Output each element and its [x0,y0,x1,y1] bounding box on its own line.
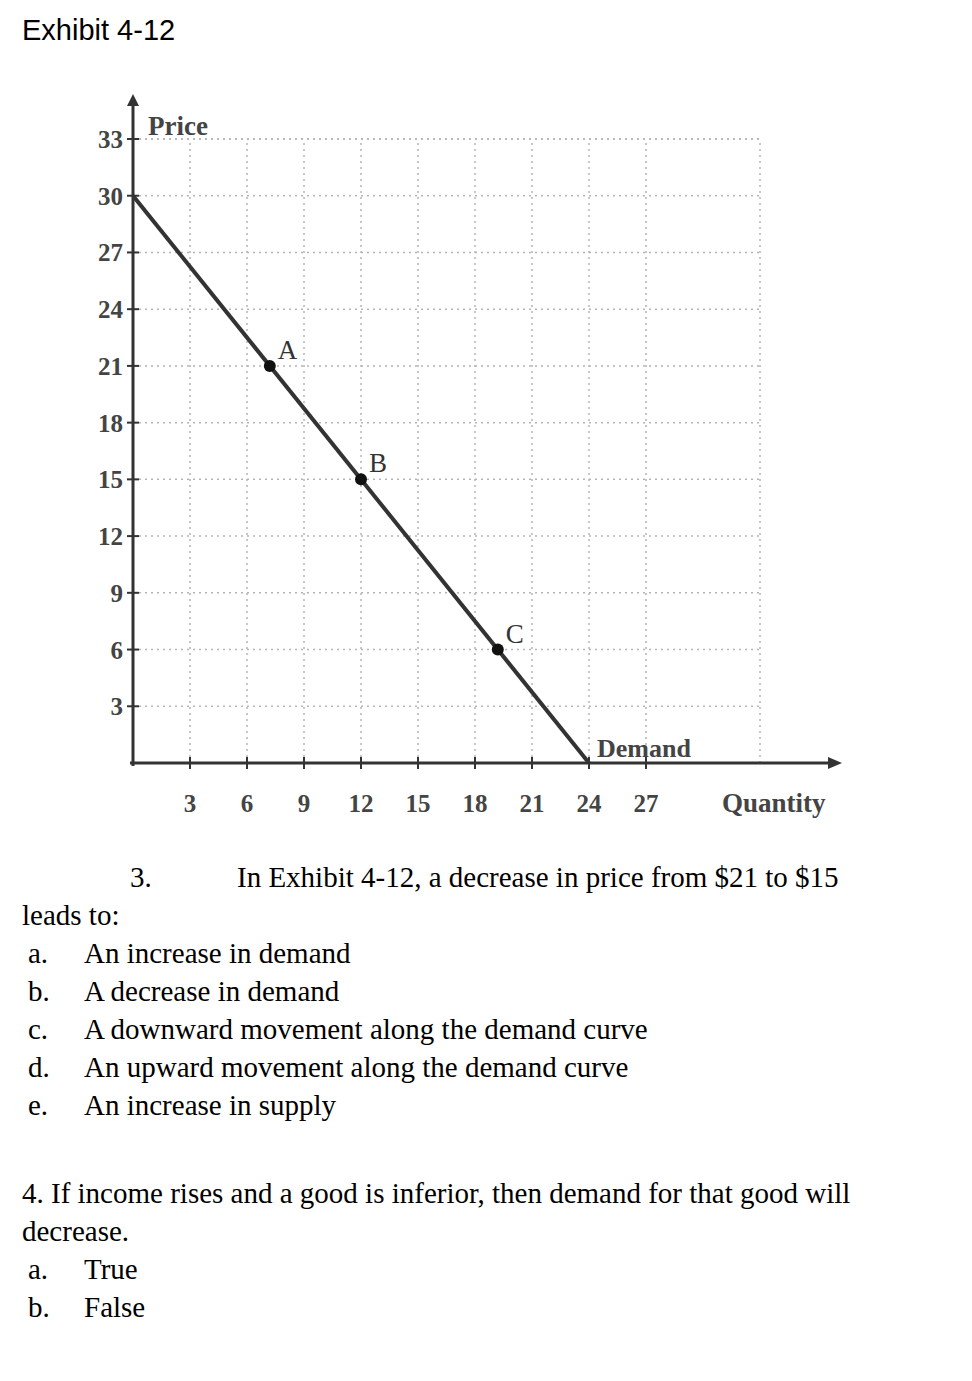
grid-line-x [303,139,305,763]
y-tick-label: 15 [98,466,123,493]
x-tick-label: 9 [298,790,311,817]
y-tick-label: 9 [111,580,124,607]
option-letter: b. [28,975,50,1007]
point [264,360,276,372]
x-tick [417,757,419,769]
y-tick-label: 30 [98,183,123,210]
x-tick [531,757,533,769]
point [492,644,504,656]
y-tick-label: 6 [111,637,124,664]
grid-line-y [133,422,760,424]
grid-line-x [531,139,533,763]
option-letter: c. [28,1013,48,1045]
y-tick-label: 18 [98,410,123,437]
y-tick [127,592,139,594]
question-text: In Exhibit 4-12, a decrease in price fro… [237,861,839,893]
point-label: C [506,619,524,649]
plot-area [133,196,589,763]
y-tick [127,535,139,537]
question-text: 4. If income rises and a good is inferio… [22,1177,850,1209]
y-tick [127,138,139,140]
y-axis [132,102,135,766]
y-tick [127,365,139,367]
grid-line-x [417,139,419,763]
option-letter: a. [28,937,48,969]
x-tick [246,757,248,769]
x-tick [360,757,362,769]
option-text: An increase in supply [84,1089,337,1121]
frame-top [133,138,760,140]
demand-line [133,196,589,763]
grid-line-y [133,649,760,651]
frame-right [759,139,761,763]
grid-line-y [133,365,760,367]
x-tick [303,757,305,769]
x-tick-label: 18 [463,790,488,817]
x-tick-label: 21 [520,790,545,817]
y-tick [127,478,139,480]
y-tick-label: 3 [111,693,124,720]
option-text: True [84,1253,138,1285]
grid-line-y [133,535,760,537]
y-tick [127,251,139,253]
x-tick-label: 15 [406,790,431,817]
y-tick [127,649,139,651]
option-letter: e. [28,1089,48,1121]
x-tick-label: 3 [184,790,197,817]
x-tick-label: 12 [349,790,374,817]
grid-line-x [246,139,248,763]
point [355,473,367,485]
y-tick-label: 21 [98,353,123,380]
y-tick-label: 24 [98,296,124,323]
option-text: A downward movement along the demand cur… [84,1013,648,1045]
question-continuation: decrease. [22,1215,129,1247]
x-axis [130,762,832,765]
option-letter: d. [28,1051,50,1083]
point-label: B [369,448,387,478]
x-axis-arrow [828,757,842,769]
y-tick [127,422,139,424]
x-tick [474,757,476,769]
page: Exhibit 4-123691215182124273033369121518… [0,0,972,1381]
option-text: An upward movement along the demand curv… [84,1051,628,1083]
grid-line-x [360,139,362,763]
grid-line-x [588,139,590,763]
grid-line-y [133,706,760,708]
exhibit-title: Exhibit 4-12 [22,14,175,46]
y-tick-label: 33 [98,126,123,153]
grid-line-y [133,138,760,140]
chart: 3691215182124273033369121518212427PriceQ… [98,94,842,818]
question-continuation: leads to: [22,899,119,931]
y-tick-label: 27 [98,239,123,266]
grid-line-x [189,139,191,763]
option-text: A decrease in demand [84,975,340,1007]
x-tick-label: 6 [241,790,254,817]
grid-line-y [133,195,760,197]
option-letter: a. [28,1253,48,1285]
y-axis-label: Price [148,111,208,141]
y-tick [127,308,139,310]
series-label: Demand [597,734,691,763]
x-tick-label: 27 [634,790,659,817]
grid-line-y [133,592,760,594]
grid-line-x [474,139,476,763]
option-text: An increase in demand [84,937,351,969]
x-tick [189,757,191,769]
point-label: A [278,335,298,365]
x-axis-label: Quantity [722,788,826,818]
grid-line-y [133,479,760,481]
grid-line-x [645,139,647,763]
y-axis-arrow [127,94,139,106]
option-letter: b. [28,1291,50,1323]
y-tick-label: 12 [98,523,123,550]
question-number: 3. [130,861,152,893]
option-text: False [84,1291,145,1323]
x-tick-label: 24 [577,790,603,817]
y-tick [127,705,139,707]
grid-line-y [133,252,760,254]
